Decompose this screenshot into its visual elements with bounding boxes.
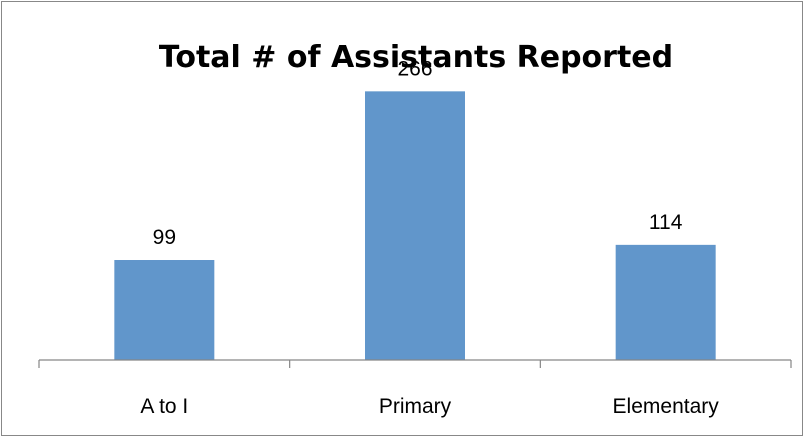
x-axis-tick-labels-group: A to I Primary Elementary <box>140 395 719 418</box>
data-labels-group: 99 266 114 <box>153 57 683 249</box>
data-label: 99 <box>153 226 176 249</box>
x-axis-tick-label: Primary <box>379 395 452 418</box>
bars-group <box>114 91 716 360</box>
bar-a-to-i <box>114 260 215 360</box>
data-label: 266 <box>397 57 432 80</box>
x-axis-tick-label: A to I <box>140 395 188 418</box>
bar-primary <box>365 91 465 360</box>
x-axis-ticks-group <box>38 360 792 368</box>
chart-title: Total # of Assistants Reported <box>159 40 673 75</box>
x-axis-tick-label: Elementary <box>613 395 720 418</box>
bar-elementary <box>615 244 716 360</box>
data-label: 114 <box>649 211 683 234</box>
